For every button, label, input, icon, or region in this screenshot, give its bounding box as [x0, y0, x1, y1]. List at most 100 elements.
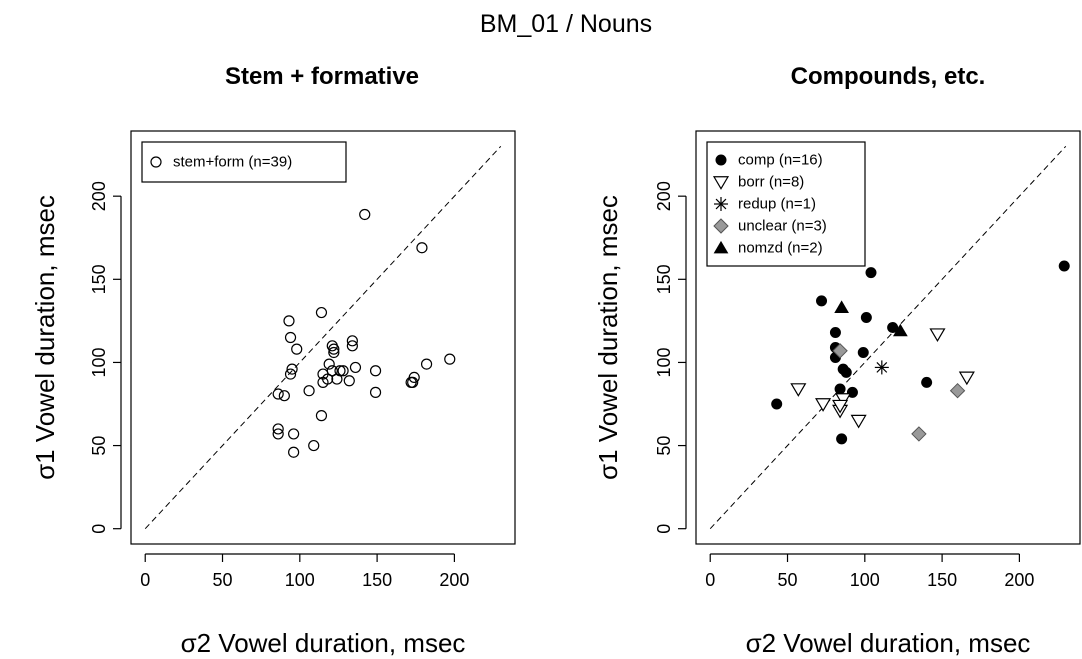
data-point [278, 390, 290, 402]
data-point [835, 393, 852, 407]
x-axis-label: σ2 Vowel duration, msec [746, 628, 1031, 658]
data-point [832, 399, 849, 414]
y-axis-label: σ1 Vowel duration, msec [593, 195, 623, 480]
legend-label: stem+form (n=39) [173, 154, 292, 171]
figure-title: BM_01 / Nouns [480, 10, 652, 38]
legend-box [141, 141, 347, 183]
data-point [349, 361, 362, 374]
data-point [865, 267, 877, 279]
data-point [887, 322, 899, 334]
legend-box [706, 141, 866, 267]
reference-line [709, 145, 1067, 530]
legend-marker [714, 197, 728, 211]
data-point [850, 414, 867, 429]
data-point [874, 360, 889, 375]
data-point [834, 300, 849, 313]
data-point [288, 446, 300, 458]
y-tick-label: 0 [654, 524, 674, 534]
data-point [328, 346, 340, 359]
panel-title: Compounds, etc. [791, 63, 986, 90]
x-tick-label: 100 [285, 570, 315, 590]
legend-marker [715, 154, 727, 166]
legend-label: nomzd (n=2) [738, 240, 823, 257]
data-point [834, 383, 846, 395]
plot-panel-stem-formative: Stem + formative 0 50 100 150 200 0 50 100 150 200… [30, 63, 516, 658]
y-tick-label: 200 [89, 181, 109, 211]
data-point [369, 365, 382, 377]
data-point [284, 331, 297, 344]
x-tick-label: 200 [1004, 570, 1034, 590]
series [832, 343, 966, 442]
panel-title: Stem + formative [225, 63, 419, 90]
legend-marker [150, 156, 162, 168]
legend-label: unclear (n=3) [738, 218, 827, 235]
y-tick-label: 200 [654, 181, 674, 211]
data-point [343, 375, 355, 387]
data-point [308, 439, 320, 452]
x-axis-label: σ2 Vowel duration, msec [181, 628, 466, 658]
x-tick-label: 50 [778, 570, 798, 590]
reference-line [144, 145, 502, 530]
y-tick-label: 150 [89, 264, 109, 294]
plot-frame [130, 130, 516, 545]
y-tick-label: 50 [89, 436, 109, 456]
data-point [369, 386, 382, 398]
legend-marker [713, 240, 729, 254]
series [874, 360, 889, 375]
data-point [323, 358, 335, 370]
series [272, 208, 456, 458]
x-tick-label: 100 [850, 570, 880, 590]
data-point [346, 335, 358, 347]
legend-label: borr (n=8) [738, 174, 804, 191]
data-point [288, 428, 300, 440]
data-point [840, 366, 852, 378]
data-point [921, 376, 933, 388]
data-point [790, 383, 807, 397]
data-point [860, 312, 872, 324]
data-point [286, 363, 298, 375]
legend-label: redup (n=1) [738, 196, 816, 213]
x-tick-label: 0 [140, 570, 150, 590]
y-axis-label: σ1 Vowel duration, msec [30, 195, 60, 480]
data-point [359, 208, 371, 221]
x-tick-label: 150 [362, 570, 392, 590]
data-point [303, 385, 315, 397]
y-tick-label: 0 [89, 524, 109, 534]
series [790, 328, 975, 429]
data-point [346, 340, 358, 352]
series [834, 300, 908, 337]
data-point [315, 410, 328, 422]
data-point [272, 388, 284, 400]
data-point [272, 423, 284, 435]
data-point [272, 428, 284, 440]
data-point [829, 327, 841, 339]
data-point [291, 343, 303, 355]
data-point [408, 371, 420, 384]
plot-panel-compounds: Compounds, etc. 0 50 100 150 200 0 50 100 150 200 σ… [593, 63, 1081, 658]
x-tick-label: 0 [705, 570, 715, 590]
data-point [284, 368, 297, 380]
y-tick-label: 50 [654, 436, 674, 456]
y-tick-label: 100 [654, 347, 674, 377]
legend-label: comp (n=16) [738, 152, 823, 169]
x-tick-label: 200 [439, 570, 469, 590]
data-point [815, 398, 832, 412]
legend-marker [712, 176, 730, 190]
data-point [283, 315, 295, 327]
data-point [832, 343, 848, 359]
y-tick-label: 100 [89, 347, 109, 377]
x-tick-label: 50 [213, 570, 233, 590]
data-point [929, 328, 946, 343]
data-point [771, 398, 783, 410]
series [771, 260, 1070, 445]
data-point [328, 343, 340, 355]
data-point [326, 365, 338, 377]
legend: stem+form (n=39) [141, 141, 347, 183]
legend-marker [713, 218, 729, 234]
y-tick-label: 150 [654, 264, 674, 294]
data-point [334, 365, 346, 377]
data-point [857, 346, 869, 358]
data-point [420, 358, 433, 370]
plot-frame [695, 130, 1081, 545]
